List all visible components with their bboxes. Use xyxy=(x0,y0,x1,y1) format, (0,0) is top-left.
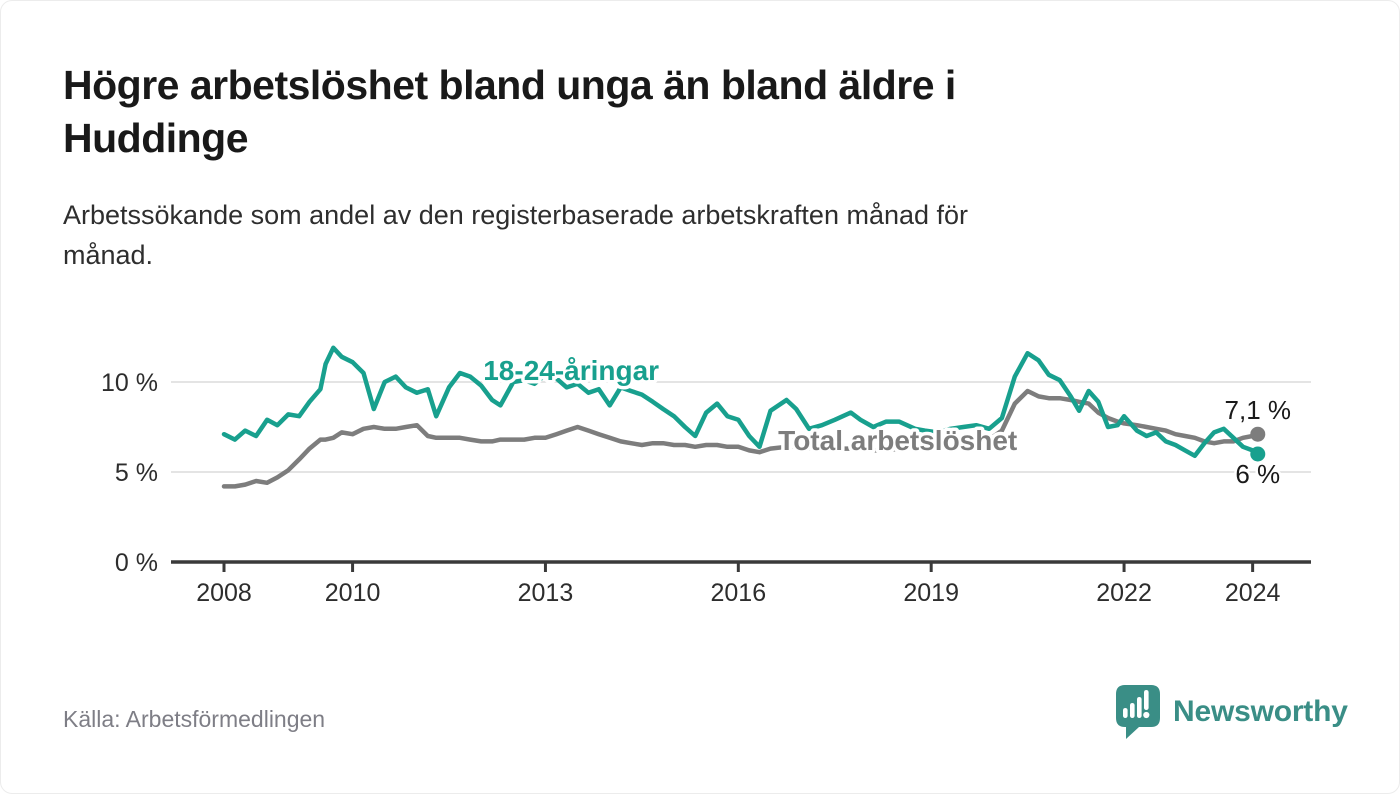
x-tick-label: 2013 xyxy=(518,579,574,607)
y-tick-label: 0 % xyxy=(115,549,158,577)
x-axis xyxy=(171,560,1311,572)
value-annotations: 7,1 % 6 % xyxy=(1222,393,1294,492)
x-tick-label: 2022 xyxy=(1096,579,1152,607)
x-tick-label: 2019 xyxy=(903,579,959,607)
x-tick-label: 2024 xyxy=(1225,579,1281,607)
x-axis-labels: 2008 2010 2013 2016 2019 2022 2024 xyxy=(196,579,1280,607)
series-end-dot-young xyxy=(1250,446,1266,462)
series-label-total: Total arbetslöshet xyxy=(778,425,1017,456)
value-label-young: 6 % xyxy=(1235,459,1280,489)
x-tick-label: 2010 xyxy=(325,579,381,607)
series-lines xyxy=(221,345,1266,489)
series-line-total xyxy=(221,388,1261,489)
bar-chart-speech-bubble-icon xyxy=(1116,685,1160,739)
series-labels: 18-24-åringar Total arbetslöshet xyxy=(480,352,1021,460)
chart-title: Högre arbetslöshet bland unga än bland ä… xyxy=(63,62,956,161)
x-tick-label: 2016 xyxy=(711,579,767,607)
brand-name: Newsworthy xyxy=(1173,694,1348,728)
y-tick-label: 10 % xyxy=(101,369,158,397)
series-end-dot-total xyxy=(1250,426,1266,442)
y-tick-label: 5 % xyxy=(115,459,158,487)
series-label-young: 18-24-åringar xyxy=(483,355,659,386)
chart-subtitle: Arbetssökande som andel av den registerb… xyxy=(63,200,969,270)
value-label-total: 7,1 % xyxy=(1225,395,1292,425)
newsworthy-brand: Newsworthy xyxy=(1114,683,1348,740)
series-line-young xyxy=(221,345,1261,459)
bar-chart-glyph xyxy=(1123,690,1150,719)
source-note: Källa: Arbetsförmedlingen xyxy=(63,706,326,732)
gridlines xyxy=(171,381,1311,473)
y-axis-labels: 0 % 5 % 10 % xyxy=(101,369,158,577)
x-tick-label: 2008 xyxy=(196,579,252,607)
